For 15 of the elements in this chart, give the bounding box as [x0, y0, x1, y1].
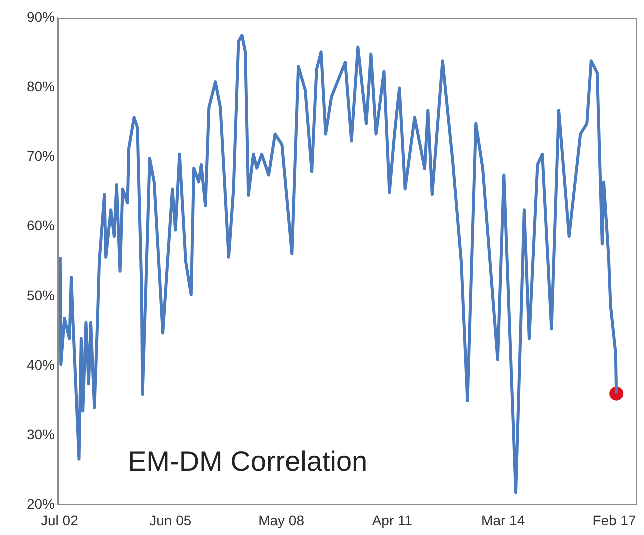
annotation: EM-DM Correlation [128, 446, 368, 478]
x-tick-label: Jun 05 [150, 512, 192, 528]
y-tick-label: 40% [26, 356, 55, 373]
y-tick-label: 80% [26, 78, 55, 94]
x-tick-label: Feb 17 [592, 512, 637, 528]
y-tick-label: 30% [26, 426, 55, 442]
x-tick-label: May 08 [258, 512, 305, 528]
y-tick-label: 50% [26, 287, 55, 304]
y-tick-label: 20% [26, 496, 55, 512]
x-tick-label: Jul 02 [40, 512, 79, 528]
y-tick-label: 90% [26, 8, 55, 25]
x-tick-label: Mar 14 [482, 512, 526, 528]
x-tick-label: Apr 11 [372, 512, 413, 528]
y-tick-label: 70% [26, 148, 55, 164]
y-tick-label: 60% [26, 218, 55, 234]
